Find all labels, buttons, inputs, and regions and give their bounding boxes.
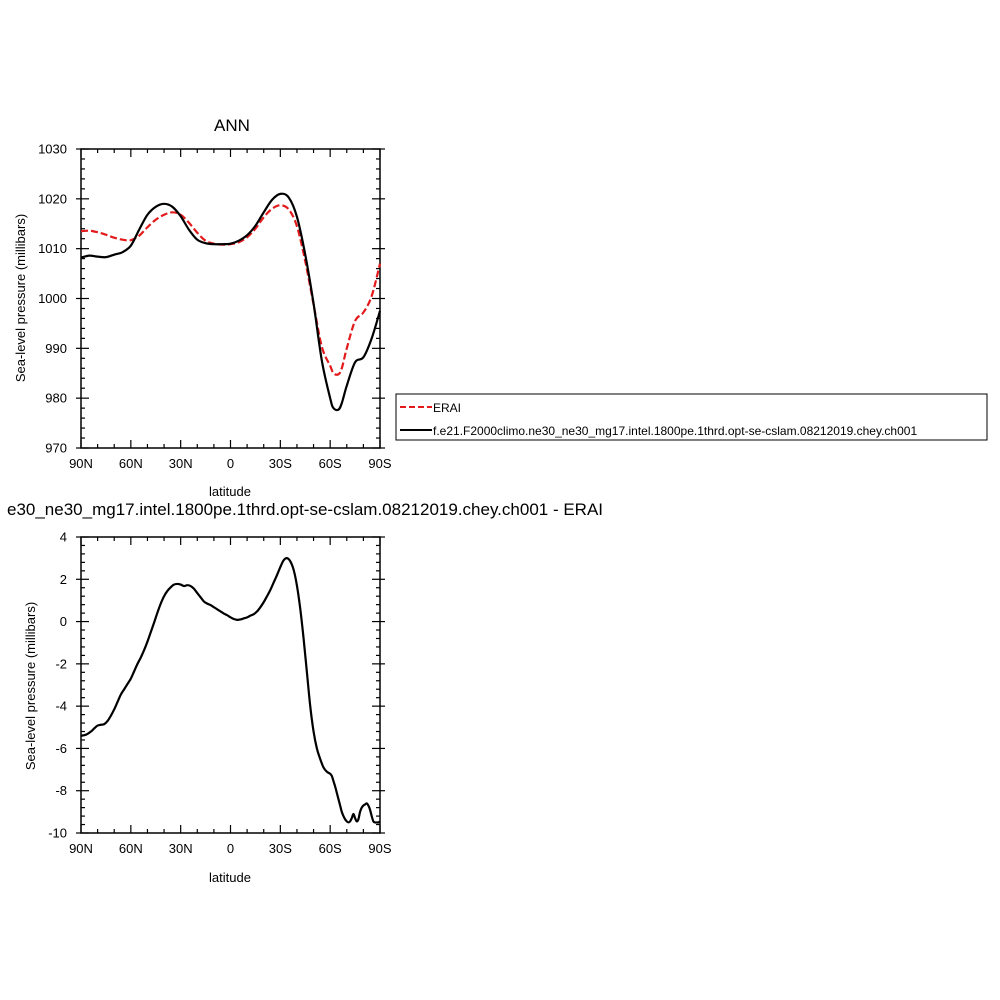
x-tick-label: 90S	[368, 456, 391, 471]
y-tick-label: -8	[55, 783, 67, 798]
legend-box	[395, 393, 988, 441]
y-tick-label: -4	[55, 699, 67, 714]
x-axis-label: latitude	[209, 870, 251, 885]
plot-frame	[80, 148, 381, 449]
x-tick-label: 30S	[269, 456, 292, 471]
y-tick-label: 2	[60, 572, 67, 587]
y-axis-label: Sea-level pressure (millibars)	[23, 602, 38, 770]
y-tick-label: 980	[45, 391, 67, 406]
y-tick-label: -2	[55, 656, 67, 671]
x-tick-label: 60N	[119, 456, 143, 471]
x-tick-label: 90N	[69, 456, 93, 471]
x-tick-label: 60N	[119, 841, 143, 856]
y-tick-label: 1010	[38, 241, 67, 256]
y-tick-label: 1000	[38, 291, 67, 306]
slp-zonal-mean-panel: ANN latitude Sea-level pressure (milliba…	[13, 116, 392, 499]
x-tick-label: 90N	[69, 841, 93, 856]
y-tick-label: -10	[48, 826, 67, 841]
y-tick-label: -6	[55, 741, 67, 756]
slp-difference-panel: e30_ne30_mg17.intel.1800pe.1thrd.opt-se-…	[7, 500, 603, 885]
y-tick-label: 1020	[38, 191, 67, 206]
x-tick-label: 0	[227, 456, 234, 471]
x-tick-label: 30N	[169, 456, 193, 471]
series-line-erai	[80, 204, 382, 376]
y-tick-label: 4	[60, 530, 67, 545]
legend: ERAI f.e21.F2000climo.ne30_ne30_mg17.int…	[395, 393, 988, 441]
series-line-difference	[80, 557, 381, 824]
legend-label-model: f.e21.F2000climo.ne30_ne30_mg17.intel.18…	[433, 424, 917, 438]
x-tick-label: 90S	[368, 841, 391, 856]
panel-title: ANN	[214, 116, 250, 135]
panel-title: e30_ne30_mg17.intel.1800pe.1thrd.opt-se-…	[7, 500, 603, 519]
y-tick-label: 0	[60, 614, 67, 629]
y-tick-label: 970	[45, 441, 67, 456]
legend-label-erai: ERAI	[433, 401, 461, 415]
y-axis-label: Sea-level pressure (millibars)	[13, 214, 28, 382]
series-line-model	[80, 192, 382, 412]
x-tick-label: 60S	[319, 456, 342, 471]
x-tick-label: 0	[227, 841, 234, 856]
y-tick-label: 1030	[38, 142, 67, 157]
y-tick-label: 990	[45, 341, 67, 356]
x-tick-label: 30N	[169, 841, 193, 856]
x-axis-label: latitude	[209, 484, 251, 499]
x-tick-label: 30S	[269, 841, 292, 856]
x-tick-label: 60S	[319, 841, 342, 856]
